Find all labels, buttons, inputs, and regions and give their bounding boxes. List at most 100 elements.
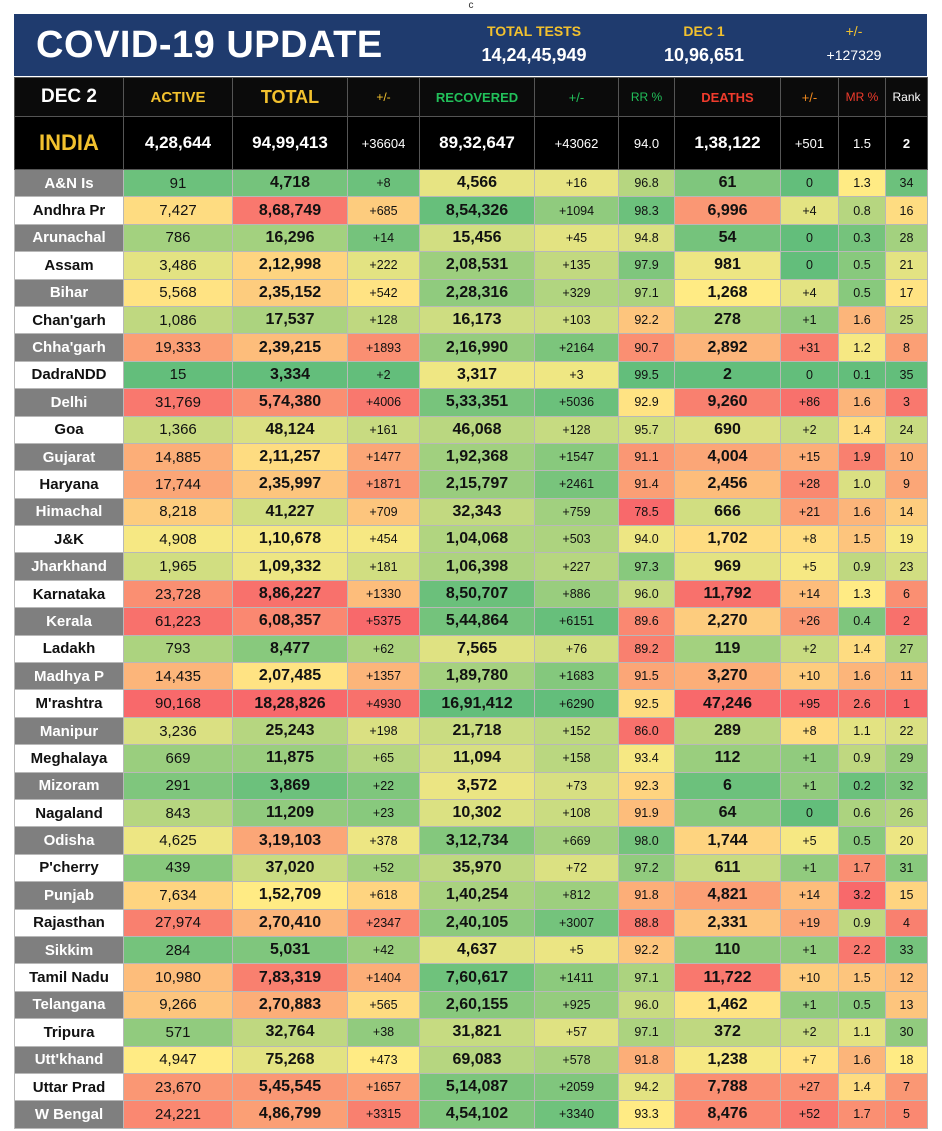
cell-deaths: 119 bbox=[674, 634, 781, 664]
cell-recovered-delta: +5 bbox=[534, 935, 619, 965]
tests-delta-block: +/- +127329 bbox=[804, 22, 904, 67]
cell-deaths-delta: +14 bbox=[780, 881, 839, 910]
cell-recovered-delta: +812 bbox=[534, 881, 619, 910]
cell-active: 15 bbox=[123, 360, 233, 390]
cell-mr: 0.1 bbox=[838, 360, 886, 390]
cell-rank: 33 bbox=[885, 935, 928, 965]
cell-total: 2,07,485 bbox=[232, 662, 348, 691]
cell-recovered: 31,821 bbox=[419, 1018, 535, 1047]
table-row: P'cherry 439 37,020 +52 35,970 +72 97.2 611 +1 1.… bbox=[14, 853, 928, 883]
cell-deaths: 4,004 bbox=[674, 442, 781, 472]
cell-total-delta: +618 bbox=[347, 881, 420, 910]
cell-total: 32,764 bbox=[232, 1018, 348, 1047]
cell-total: 37,020 bbox=[232, 853, 348, 883]
header-active: ACTIVE bbox=[123, 77, 233, 117]
cell-mr: 1.1 bbox=[838, 716, 886, 746]
cell-recovered-delta: +57 bbox=[534, 1018, 619, 1047]
header-rank: Rank bbox=[885, 77, 928, 117]
cell-total-delta: +14 bbox=[347, 223, 420, 253]
table-row: Tripura 571 32,764 +38 31,821 +57 97.1 372 +2 1.1… bbox=[14, 1018, 928, 1047]
cell-total: 4,86,799 bbox=[232, 1100, 348, 1129]
cell-total-delta: +5375 bbox=[347, 607, 420, 636]
cell-total: 2,70,883 bbox=[232, 990, 348, 1020]
cell-deaths-delta: 0 bbox=[780, 223, 839, 253]
cell-deaths-delta: +27 bbox=[780, 1072, 839, 1102]
cell-total-delta: +1893 bbox=[347, 333, 420, 362]
table-row: Sikkim 284 5,031 +42 4,637 +5 92.2 110 +1 2.2 33 bbox=[14, 935, 928, 965]
cell-mr: 1.6 bbox=[838, 1045, 886, 1074]
cell-rr: 96.8 bbox=[618, 168, 675, 198]
cell-recovered: 46,068 bbox=[419, 415, 535, 444]
cell-name: Haryana bbox=[14, 470, 124, 499]
cell-total: 25,243 bbox=[232, 716, 348, 746]
cell-recovered: 11,094 bbox=[419, 744, 535, 773]
cell-rr: 92.2 bbox=[618, 935, 675, 965]
cell-total: 16,296 bbox=[232, 223, 348, 253]
cell-total-delta: +23 bbox=[347, 798, 420, 828]
cell-recovered-delta: +103 bbox=[534, 305, 619, 335]
india-deaths: 1,38,122 bbox=[674, 116, 781, 170]
cell-rr: 94.8 bbox=[618, 223, 675, 253]
cell-recovered: 1,92,368 bbox=[419, 442, 535, 472]
cell-mr: 0.3 bbox=[838, 223, 886, 253]
cell-recovered: 2,08,531 bbox=[419, 251, 535, 280]
cell-recovered: 15,456 bbox=[419, 223, 535, 253]
cell-deaths: 969 bbox=[674, 552, 781, 581]
tests-delta-label: +/- bbox=[845, 23, 863, 39]
cell-name: Uttar Prad bbox=[14, 1072, 124, 1102]
cell-rr: 91.9 bbox=[618, 798, 675, 828]
cell-name: J&K bbox=[14, 525, 124, 554]
cell-recovered-delta: +925 bbox=[534, 990, 619, 1020]
cell-total: 11,209 bbox=[232, 798, 348, 828]
cell-total-delta: +1657 bbox=[347, 1072, 420, 1102]
cell-rr: 99.5 bbox=[618, 360, 675, 390]
cell-total: 1,09,332 bbox=[232, 552, 348, 581]
header-mr: MR % bbox=[838, 77, 886, 117]
cell-rank: 35 bbox=[885, 360, 928, 390]
cell-mr: 1.6 bbox=[838, 497, 886, 527]
cell-recovered-delta: +108 bbox=[534, 798, 619, 828]
cell-deaths: 372 bbox=[674, 1018, 781, 1047]
cell-deaths: 289 bbox=[674, 716, 781, 746]
total-tests-label: TOTAL TESTS bbox=[486, 23, 582, 39]
cell-recovered-delta: +135 bbox=[534, 251, 619, 280]
cell-rank: 18 bbox=[885, 1045, 928, 1074]
cell-total-delta: +709 bbox=[347, 497, 420, 527]
table-row: Uttar Prad 23,670 5,45,545 +1657 5,14,087 +20… bbox=[14, 1072, 928, 1102]
table-row: Himachal 8,218 41,227 +709 32,343 +759 78.5 666… bbox=[14, 497, 928, 527]
cell-recovered: 3,317 bbox=[419, 360, 535, 390]
cell-total-delta: +8 bbox=[347, 168, 420, 198]
cell-rr: 92.3 bbox=[618, 771, 675, 800]
cell-mr: 1.4 bbox=[838, 415, 886, 444]
cell-recovered-delta: +152 bbox=[534, 716, 619, 746]
cell-recovered: 16,173 bbox=[419, 305, 535, 335]
cell-rank: 23 bbox=[885, 552, 928, 581]
cell-mr: 1.4 bbox=[838, 1072, 886, 1102]
cell-recovered: 5,14,087 bbox=[419, 1072, 535, 1102]
cell-mr: 0.9 bbox=[838, 552, 886, 581]
india-recovered: 89,32,647 bbox=[419, 116, 535, 170]
header-row: DEC 2 ACTIVE TOTAL +/- RECOVERED +/- RR … bbox=[14, 77, 928, 117]
cell-active: 4,625 bbox=[123, 826, 233, 855]
cell-name: P'cherry bbox=[14, 853, 124, 883]
cell-recovered: 3,12,734 bbox=[419, 826, 535, 855]
cell-recovered: 4,54,102 bbox=[419, 1100, 535, 1129]
cell-rank: 30 bbox=[885, 1018, 928, 1047]
cell-total-delta: +62 bbox=[347, 634, 420, 664]
table-row: Kerala 61,223 6,08,357 +5375 5,44,864 +6151 89… bbox=[14, 607, 928, 636]
cell-recovered: 8,54,326 bbox=[419, 196, 535, 225]
cell-deaths-delta: +14 bbox=[780, 579, 839, 609]
cell-name: Ladakh bbox=[14, 634, 124, 664]
cell-rank: 31 bbox=[885, 853, 928, 883]
cell-total: 75,268 bbox=[232, 1045, 348, 1074]
cell-rr: 89.6 bbox=[618, 607, 675, 636]
cell-active: 284 bbox=[123, 935, 233, 965]
cell-deaths: 1,238 bbox=[674, 1045, 781, 1074]
cell-name: Odisha bbox=[14, 826, 124, 855]
cell-name: Arunachal bbox=[14, 223, 124, 253]
cell-recovered-delta: +3 bbox=[534, 360, 619, 390]
cell-deaths: 2,331 bbox=[674, 908, 781, 937]
cell-deaths-delta: +7 bbox=[780, 1045, 839, 1074]
cell-deaths: 64 bbox=[674, 798, 781, 828]
header-total-delta: +/- bbox=[347, 77, 420, 117]
